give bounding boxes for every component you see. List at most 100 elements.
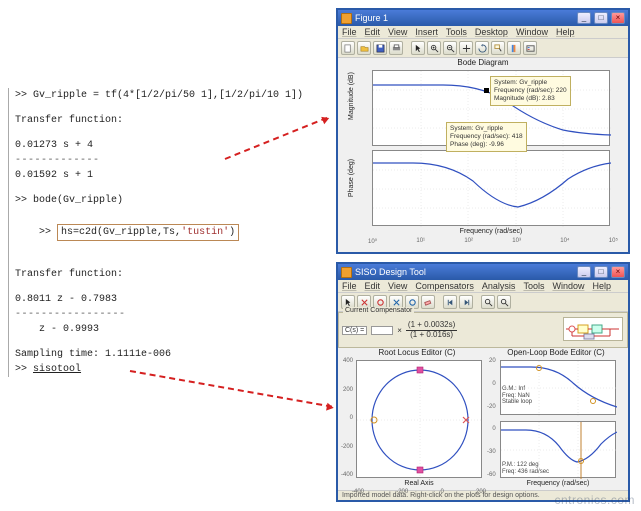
menu-view[interactable]: View: [388, 27, 407, 37]
rl-xlabel: Real Axis: [356, 480, 482, 487]
menu-help[interactable]: Help: [592, 281, 611, 291]
gm-l2: Freq: NaN: [502, 393, 532, 400]
tool-zoomout-icon[interactable]: [497, 295, 511, 309]
gain-input[interactable]: [371, 326, 393, 335]
tool-save-icon[interactable]: [373, 41, 387, 55]
siso-window: SISO Design Tool _ □ × File Edit View Co…: [336, 262, 630, 502]
cmd-c2d-end: ): [229, 227, 235, 238]
pm-l2: Freq: 436 rad/sec: [502, 469, 549, 476]
tip1-l3: Magnitude (dB): 2.83: [494, 95, 567, 103]
menu-edit[interactable]: Edit: [365, 27, 381, 37]
pm-l1: P.M.: 122 deg: [502, 462, 549, 469]
times-sign: ×: [397, 326, 402, 335]
tool-colorbar-icon[interactable]: [507, 41, 521, 55]
tip1-marker: [484, 88, 489, 93]
tool-zoomout-icon[interactable]: [443, 41, 457, 55]
siso-plotarea[interactable]: Root Locus Editor (C) Real Axis -400-200…: [338, 348, 628, 490]
siso-titlebar[interactable]: SISO Design Tool _ □ ×: [338, 264, 628, 280]
tip1-l1: System: Gv_ripple: [494, 79, 567, 87]
figure-1-title: Figure 1: [355, 13, 388, 23]
menu-file[interactable]: File: [342, 281, 357, 291]
prompt: >>: [39, 227, 57, 238]
mag-ylabel: Magnitude (dB): [348, 56, 355, 136]
tf1-den: 0.01592 s + 1: [15, 168, 308, 183]
menu-window[interactable]: Window: [516, 27, 548, 37]
rl-yticks: 4002000-200-400: [341, 358, 353, 478]
maximize-button[interactable]: □: [594, 266, 608, 278]
cmd-c2d-arg: 'tustin': [181, 227, 229, 238]
compensator-select[interactable]: C(s) =: [342, 326, 367, 335]
tf2-den: z - 0.9993: [15, 322, 308, 337]
menu-tools[interactable]: Tools: [446, 27, 467, 37]
tool-next-icon[interactable]: [459, 295, 473, 309]
siso-menubar[interactable]: File Edit View Compensators Analysis Too…: [338, 280, 628, 293]
tool-open-icon[interactable]: [357, 41, 371, 55]
tool-rotate-icon[interactable]: [475, 41, 489, 55]
siso-title: SISO Design Tool: [355, 267, 426, 277]
panel-label: Current Compensator: [343, 307, 414, 314]
bode-phase-axes[interactable]: [372, 150, 610, 226]
tool-legend-icon[interactable]: [523, 41, 537, 55]
menu-file[interactable]: File: [342, 27, 357, 37]
tool-zoomin-icon[interactable]: [427, 41, 441, 55]
gm-l3: Stable loop: [502, 399, 532, 406]
tool-prev-icon[interactable]: [443, 295, 457, 309]
bd-yticks: 200-200-30-60: [487, 358, 496, 478]
figure-1-menubar[interactable]: File Edit View Insert Tools Desktop Wind…: [338, 26, 628, 39]
tf-header-1: Transfer function:: [15, 113, 308, 128]
gm-box: G.M.: Inf Freq: NaN Stable loop: [502, 386, 532, 406]
comp-den: (1 + 0.016s): [406, 331, 457, 339]
tool-erase-icon[interactable]: [421, 295, 435, 309]
figure-1-window: Figure 1 _ □ × File Edit View Insert Too…: [336, 8, 630, 254]
sampling-time: Sampling time: 1.1111e-006: [15, 347, 308, 362]
gm-l1: G.M.: Inf: [502, 386, 532, 393]
root-locus-axes[interactable]: [356, 360, 482, 478]
tool-pan-icon[interactable]: [459, 41, 473, 55]
rl-xticks: -400-2000200: [352, 489, 486, 495]
watermark: cntronics.com: [554, 493, 635, 507]
matlab-console: >> Gv_ripple = tf(4*[1/2/pi/50 1],[1/2/p…: [8, 88, 308, 377]
close-button[interactable]: ×: [611, 12, 625, 24]
cmd-c2d: >> hs=c2d(Gv_ripple,Ts,'tustin'): [15, 208, 308, 257]
tool-print-icon[interactable]: [389, 41, 403, 55]
matlab-icon: [341, 267, 352, 278]
root-locus-plot: [357, 361, 483, 479]
menu-edit[interactable]: Edit: [365, 281, 381, 291]
cmd-tf: >> Gv_ripple = tf(4*[1/2/pi/50 1],[1/2/p…: [15, 88, 308, 103]
sisotool-underlined: sisotool: [33, 364, 81, 375]
divider-1: -------------: [15, 153, 308, 168]
minimize-button[interactable]: _: [577, 266, 591, 278]
menu-desktop[interactable]: Desktop: [475, 27, 508, 37]
cmd-bode: >> bode(Gv_ripple): [15, 193, 308, 208]
rl-title: Root Locus Editor (C): [348, 348, 486, 357]
figure-1-titlebar[interactable]: Figure 1 _ □ ×: [338, 10, 628, 26]
tool-zoomin-icon[interactable]: [481, 295, 495, 309]
menu-tools[interactable]: Tools: [523, 281, 544, 291]
figure-1-plotarea[interactable]: Bode Diagram Magnitude (dB) System: Gv_r…: [338, 58, 628, 252]
tip2-l2: Frequency (rad/sec): 418: [450, 133, 523, 141]
tip1-l2: Frequency (rad/sec): 220: [494, 87, 567, 95]
matlab-icon: [341, 13, 352, 24]
maximize-button[interactable]: □: [594, 12, 608, 24]
pm-box: P.M.: 122 deg Freq: 436 rad/sec: [502, 462, 549, 475]
menu-view[interactable]: View: [388, 281, 407, 291]
datatip-2: System: Gv_ripple Frequency (rad/sec): 4…: [446, 122, 527, 152]
menu-insert[interactable]: Insert: [415, 27, 438, 37]
cmd-c2d-boxed: hs=c2d(Gv_ripple,Ts,'tustin'): [57, 224, 239, 241]
tf1-num: 0.01273 s + 4: [15, 138, 308, 153]
tool-datacursor-icon[interactable]: [491, 41, 505, 55]
menu-window[interactable]: Window: [552, 281, 584, 291]
bd-title: Open-Loop Bode Editor (C): [496, 348, 616, 357]
architecture-diagram[interactable]: [563, 317, 623, 341]
menu-help[interactable]: Help: [556, 27, 575, 37]
tool-new-icon[interactable]: [341, 41, 355, 55]
menu-compensators[interactable]: Compensators: [415, 281, 474, 291]
figure-1-toolbar[interactable]: [338, 39, 628, 58]
tf2-num: 0.8011 z - 0.7983: [15, 292, 308, 307]
menu-analysis[interactable]: Analysis: [482, 281, 516, 291]
bd-xlabel: Frequency (rad/sec): [500, 480, 616, 487]
minimize-button[interactable]: _: [577, 12, 591, 24]
close-button[interactable]: ×: [611, 266, 625, 278]
bode-xlabel: Frequency (rad/sec): [372, 228, 610, 235]
tool-pointer-icon[interactable]: [411, 41, 425, 55]
